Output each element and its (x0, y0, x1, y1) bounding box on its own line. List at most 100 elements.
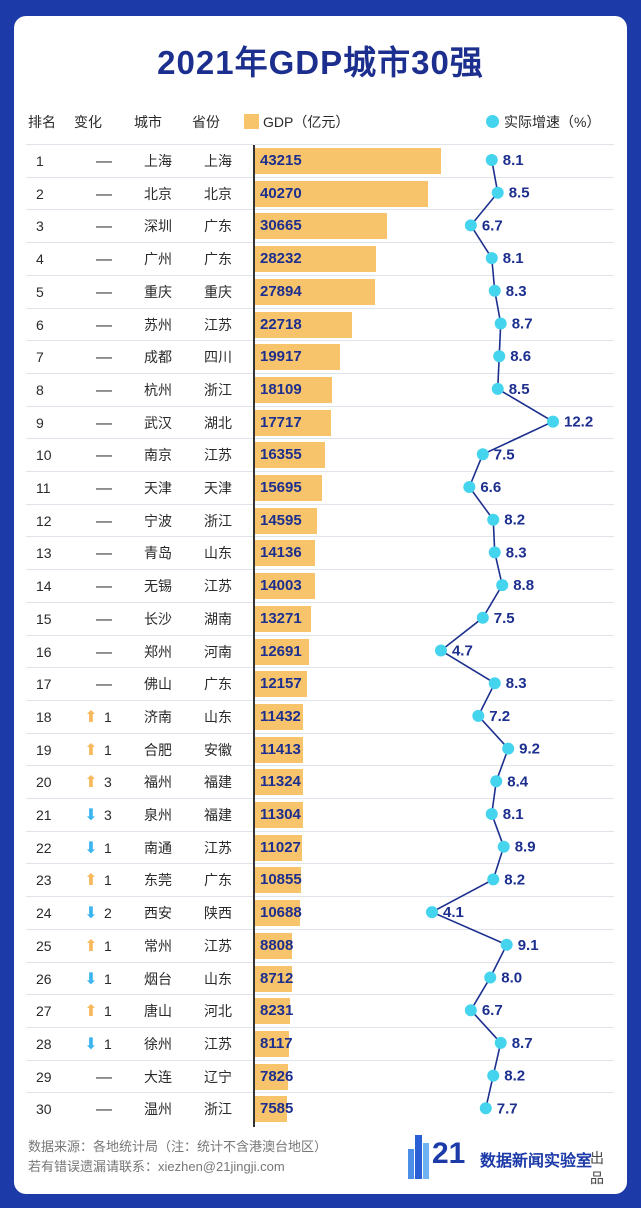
rank-cell: 13 (36, 545, 52, 562)
province-cell: 山东 (204, 545, 232, 562)
gdp-bar (254, 213, 387, 240)
rank-cell: 17 (36, 676, 52, 693)
gdp-bar (254, 180, 429, 207)
no-change-icon: — (96, 643, 112, 661)
publisher-logo: 21 数据新闻实验室 出品 (406, 1129, 616, 1186)
growth-point (434, 644, 447, 657)
gdp-value-label: 12691 (260, 642, 302, 660)
change-cell: ⬆ 1 (84, 864, 132, 896)
gdp-value-label: 11027 (260, 838, 301, 856)
rank-cell: 27 (36, 1003, 52, 1020)
gdp-value-label: 11432 (260, 707, 301, 725)
gdp-value-label: 13271 (260, 609, 302, 627)
growth-value-label: 8.2 (504, 871, 525, 888)
growth-point (500, 938, 513, 951)
gdp-bar (254, 1063, 288, 1090)
change-cell: — (84, 341, 132, 373)
table-row: 21 ⬇ 3 泉州 福建 11304 (26, 798, 614, 831)
rank-cell: 8 (36, 381, 44, 398)
gdp-bar (254, 638, 309, 665)
rank-cell: 22 (36, 839, 52, 856)
rank-cell: 7 (36, 349, 44, 366)
gdp-bar (254, 932, 293, 959)
growth-point (485, 154, 498, 166)
gdp-bar (254, 965, 292, 992)
growth-point (472, 709, 485, 722)
city-cell: 郑州 (144, 643, 172, 660)
province-cell: 陕西 (204, 905, 232, 922)
gdp-bar (254, 671, 307, 698)
city-cell: 宁波 (144, 512, 172, 529)
growth-value-label: 8.0 (501, 970, 522, 987)
city-cell: 成都 (144, 349, 172, 366)
growth-point (487, 873, 500, 886)
growth-point (484, 971, 497, 984)
province-cell: 上海 (204, 153, 232, 169)
rank-cell: 10 (36, 447, 52, 464)
growth-value-label: 8.9 (515, 839, 536, 856)
no-change-icon: — (96, 283, 112, 301)
growth-point (547, 415, 559, 428)
table-row: 28 ⬇ 1 徐州 江苏 8117 (26, 1026, 614, 1060)
change-value: 1 (104, 741, 112, 758)
rank-cell: 25 (36, 937, 52, 954)
city-cell: 佛山 (144, 676, 172, 693)
city-cell: 天津 (144, 480, 172, 496)
table-row: 16 — 郑州 河南 12691 (26, 634, 614, 668)
header-province: 省份 (192, 114, 220, 130)
province-cell: 山东 (204, 708, 232, 725)
no-change-icon: — (96, 545, 112, 563)
gdp-bar (254, 344, 341, 371)
table-row: 4 — 广州 广东 28232 (26, 242, 614, 275)
city-cell: 北京 (144, 185, 172, 202)
growth-point (476, 611, 489, 624)
rank-cell: 6 (36, 316, 44, 333)
change-cell: — (84, 472, 132, 504)
city-cell: 大连 (144, 1068, 172, 1085)
no-change-icon: — (96, 512, 112, 530)
no-change-icon: — (96, 218, 112, 236)
growth-point (464, 1004, 477, 1017)
rank-cell: 2 (36, 185, 44, 202)
city-cell: 温州 (144, 1101, 172, 1118)
growth-point (494, 317, 507, 330)
gdp-value-label: 22718 (260, 315, 302, 333)
growth-value-label: 8.1 (503, 250, 524, 267)
growth-value-label: 8.2 (504, 512, 525, 529)
province-cell: 湖南 (204, 610, 232, 627)
growth-value-label: 8.6 (510, 348, 531, 365)
growth-point (491, 186, 504, 199)
rank-cell: 18 (36, 708, 52, 725)
table-row: 19 ⬆ 1 合肥 安徽 11413 (26, 732, 614, 766)
rank-cell: 5 (36, 283, 44, 300)
growth-point (487, 1069, 500, 1082)
gdp-bar (254, 573, 315, 600)
rank-cell: 26 (36, 970, 52, 987)
arrow-up-icon: ⬆ (84, 741, 98, 759)
no-change-icon: — (96, 251, 112, 269)
province-cell: 江苏 (204, 937, 232, 954)
growth-value-label: 8.7 (512, 316, 533, 333)
gdp-bar (254, 834, 302, 861)
change-cell: ⬇ 1 (84, 1028, 132, 1060)
table-row: 1 — 上海 上海 43215 (26, 144, 614, 177)
growth-value-label: 8.1 (503, 806, 524, 823)
change-cell: — (84, 210, 132, 242)
gdp-bar (254, 376, 333, 403)
province-cell: 浙江 (204, 512, 232, 529)
arrow-down-icon: ⬇ (84, 807, 98, 824)
growth-value-label: 6.7 (482, 1002, 503, 1019)
gdp-value-label: 7585 (260, 1100, 294, 1118)
change-value: 1 (104, 970, 112, 987)
rank-cell: 30 (36, 1101, 52, 1118)
province-cell: 广东 (204, 251, 232, 268)
building-icon (408, 1135, 429, 1179)
table-row: 3 — 深圳 广东 30665 (26, 209, 614, 242)
rank-cell: 12 (36, 512, 52, 529)
province-cell: 福建 (204, 807, 232, 823)
province-cell: 江苏 (204, 447, 232, 464)
gdp-value-label: 11304 (260, 806, 301, 823)
table-row: 13 — 青岛 山东 14136 (26, 536, 614, 569)
growth-line-chart: 8.18.56.78.18.38.78.68.512.27.56.68.28.3… (426, 152, 593, 1117)
table-row: 12 — 宁波 浙江 14595 (26, 503, 614, 537)
